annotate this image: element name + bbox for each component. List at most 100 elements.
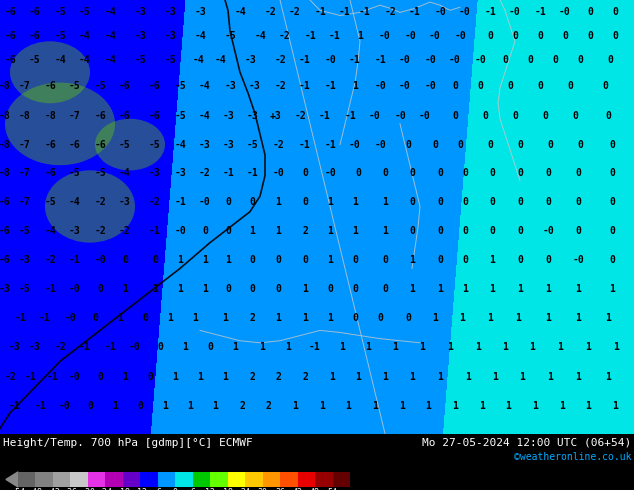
Text: 12: 12	[205, 488, 215, 490]
Text: -3: -3	[246, 111, 258, 121]
Text: -1: -1	[44, 284, 56, 294]
Text: 1: 1	[339, 342, 345, 352]
Text: 0: 0	[462, 197, 468, 207]
Text: -4: -4	[194, 31, 206, 41]
Text: -0: -0	[559, 7, 571, 17]
Text: 1: 1	[212, 401, 218, 411]
Text: -5: -5	[54, 31, 66, 41]
Bar	[70, 472, 88, 487]
Bar	[123, 472, 140, 487]
Text: 0: 0	[352, 284, 358, 294]
Text: 0: 0	[537, 81, 543, 91]
Text: -4: -4	[192, 55, 204, 65]
Text: 0: 0	[547, 140, 553, 149]
Text: 0: 0	[577, 55, 583, 65]
Text: -4: -4	[104, 55, 116, 65]
Text: -0: -0	[424, 55, 436, 65]
Text: -2: -2	[294, 111, 306, 121]
Text: -6: -6	[44, 169, 56, 178]
Text: 0: 0	[147, 372, 153, 382]
Text: 0: 0	[225, 197, 231, 207]
Text: 0: 0	[512, 111, 518, 121]
Polygon shape	[6, 472, 18, 487]
Text: -2: -2	[54, 342, 66, 352]
Bar	[297, 472, 315, 487]
Text: 42: 42	[292, 488, 302, 490]
Text: 1: 1	[112, 401, 118, 411]
Text: -0: -0	[542, 226, 554, 236]
Text: -3: -3	[69, 226, 81, 236]
Text: 0: 0	[517, 197, 523, 207]
Text: -5: -5	[246, 140, 258, 149]
Text: 0: 0	[137, 401, 143, 411]
Text: -4: -4	[199, 81, 211, 91]
Bar	[210, 472, 228, 487]
Text: -5: -5	[174, 111, 186, 121]
Text: 1: 1	[259, 342, 265, 352]
Text: 0: 0	[405, 140, 411, 149]
Text: -1: -1	[246, 169, 258, 178]
Text: 1: 1	[492, 372, 498, 382]
Text: -1: -1	[299, 55, 311, 65]
Text: 1: 1	[285, 342, 291, 352]
Text: 0: 0	[609, 169, 615, 178]
Text: 0: 0	[249, 197, 255, 207]
Text: -0: -0	[94, 255, 106, 265]
Text: 1: 1	[409, 284, 415, 294]
Text: 0: 0	[382, 169, 388, 178]
Text: -2: -2	[274, 55, 286, 65]
Text: 1: 1	[222, 313, 228, 323]
Text: -6: -6	[0, 255, 11, 265]
Text: -4: -4	[79, 31, 91, 41]
Text: -3: -3	[222, 140, 234, 149]
Text: -3: -3	[249, 81, 261, 91]
Text: 2: 2	[275, 372, 281, 382]
Text: -0: -0	[272, 169, 284, 178]
Text: -0: -0	[129, 342, 141, 352]
Text: 0: 0	[609, 140, 615, 149]
Text: -6: -6	[44, 81, 56, 91]
Text: -5: -5	[54, 7, 66, 17]
Text: 1: 1	[292, 401, 298, 411]
Text: 0: 0	[157, 342, 163, 352]
Text: -2: -2	[4, 372, 16, 382]
Text: -3: -3	[174, 169, 186, 178]
Text: -1: -1	[46, 372, 58, 382]
Text: 0: 0	[587, 7, 593, 17]
Text: -5: -5	[149, 140, 161, 149]
Bar	[158, 472, 175, 487]
Text: -0: -0	[399, 55, 411, 65]
Text: -2: -2	[272, 140, 284, 149]
Text: -4: -4	[69, 197, 81, 207]
Text: -2: -2	[94, 226, 106, 236]
Text: -3: -3	[19, 255, 31, 265]
Text: 0: 0	[225, 226, 231, 236]
Text: 1: 1	[585, 401, 591, 411]
Text: 0: 0	[605, 111, 611, 121]
Bar	[245, 472, 262, 487]
Text: -1: -1	[9, 401, 21, 411]
Text: 1: 1	[162, 401, 168, 411]
Text: -0: -0	[394, 111, 406, 121]
Text: 0: 0	[92, 313, 98, 323]
Text: 0: 0	[537, 31, 543, 41]
Text: 0: 0	[437, 169, 443, 178]
Text: 2: 2	[265, 401, 271, 411]
Text: -6: -6	[69, 140, 81, 149]
Text: -0: -0	[324, 169, 336, 178]
Bar	[332, 472, 350, 487]
Text: -1: -1	[309, 342, 321, 352]
Text: 0: 0	[575, 226, 581, 236]
Text: -3: -3	[199, 140, 211, 149]
Text: 1: 1	[575, 284, 581, 294]
Text: -6: -6	[4, 31, 16, 41]
Text: 1: 1	[352, 81, 358, 91]
Text: 0: 0	[612, 7, 618, 17]
Text: -3: -3	[149, 169, 161, 178]
Text: 0: 0	[275, 284, 281, 294]
Text: 6: 6	[190, 488, 195, 490]
Text: 2: 2	[302, 226, 308, 236]
Text: -1: -1	[39, 313, 51, 323]
Text: 0: 0	[462, 169, 468, 178]
Text: -2: -2	[384, 7, 396, 17]
